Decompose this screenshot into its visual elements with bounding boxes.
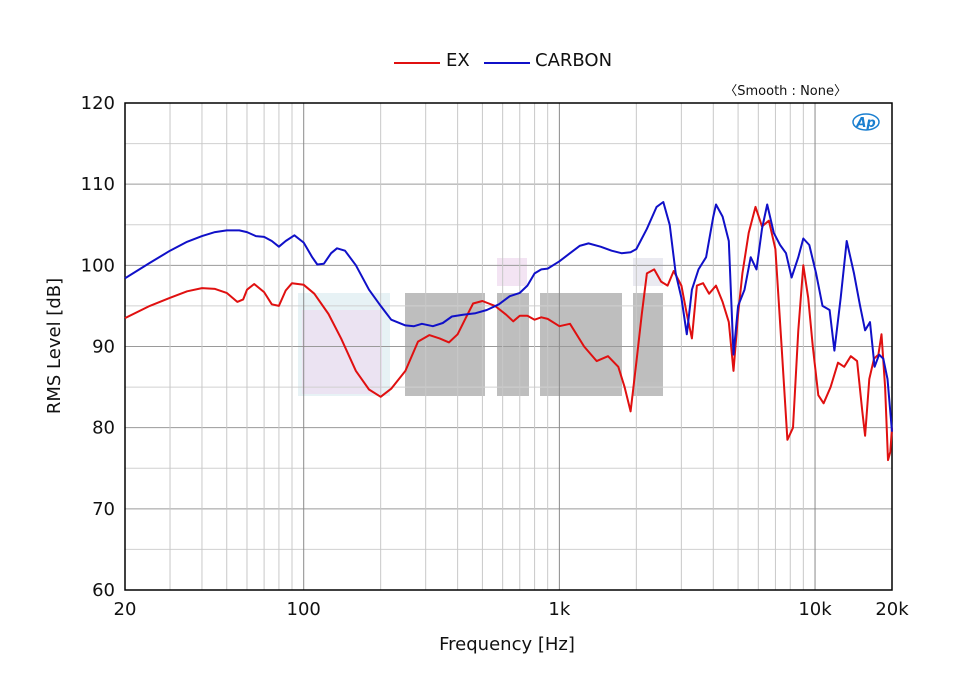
watermark-logo bbox=[298, 258, 663, 396]
smooth-annotation: 〈Smooth : None〉 bbox=[724, 84, 847, 99]
legend-label-ex: EX bbox=[446, 50, 470, 71]
y-tick-label: 100 bbox=[81, 255, 115, 276]
x-tick-label: 20k bbox=[875, 599, 909, 620]
series-line-carbon bbox=[124, 201, 893, 432]
y-tick-labels: 60 70 80 90 100 110 120 bbox=[81, 93, 115, 601]
ap-logo: Ap bbox=[852, 113, 880, 131]
x-tick-label: 10k bbox=[798, 599, 832, 620]
y-tick-label: 120 bbox=[81, 93, 115, 114]
ap-logo-text: Ap bbox=[855, 116, 875, 131]
plot-frame bbox=[124, 102, 893, 591]
y-axis-title: RMS Level [dB] bbox=[44, 278, 65, 414]
x-axis-title: Frequency [Hz] bbox=[439, 634, 575, 655]
y-tick-label: 70 bbox=[92, 499, 115, 520]
y-tick-label: 60 bbox=[92, 580, 115, 601]
x-tick-label: 1k bbox=[548, 599, 570, 620]
grid bbox=[124, 102, 893, 591]
y-tick-label: 80 bbox=[92, 418, 115, 439]
x-tick-label: 20 bbox=[114, 599, 137, 620]
y-tick-label: 110 bbox=[81, 174, 115, 195]
x-tick-label: 100 bbox=[287, 599, 321, 620]
series-line-ex bbox=[124, 205, 893, 462]
legend-label-carbon: CARBON bbox=[535, 50, 612, 71]
x-tick-labels: 20 100 1k 10k 20k bbox=[114, 599, 910, 620]
series-layer bbox=[124, 201, 893, 462]
y-tick-label: 90 bbox=[92, 337, 115, 358]
legend: EX CARBON bbox=[394, 50, 612, 71]
